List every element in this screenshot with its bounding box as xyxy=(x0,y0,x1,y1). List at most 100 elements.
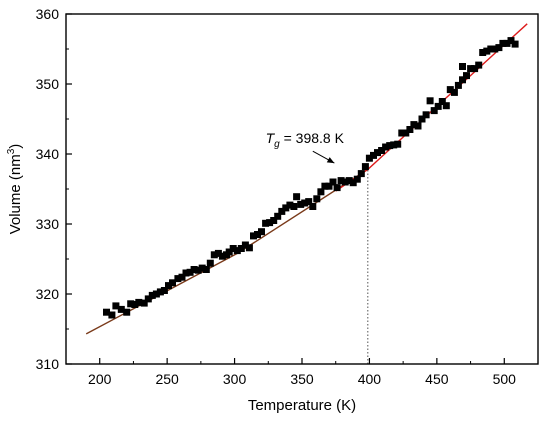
data-point xyxy=(103,308,110,316)
data-point xyxy=(274,212,282,220)
x-tick-label-500: 500 xyxy=(493,371,517,387)
data-point xyxy=(454,81,462,89)
tg-annotation-group: Tg = 398.8 K xyxy=(266,130,345,164)
data-point xyxy=(337,177,345,185)
y-tick-label-340: 340 xyxy=(36,146,60,162)
data-point xyxy=(446,86,454,94)
data-point xyxy=(414,122,422,130)
data-point xyxy=(402,129,410,137)
data-point xyxy=(434,102,442,110)
y-axis-title-close: ) xyxy=(7,144,24,149)
data-point xyxy=(382,143,390,151)
data-point xyxy=(325,182,333,190)
data-point xyxy=(245,244,253,252)
data-point xyxy=(165,282,172,290)
data-point xyxy=(202,266,210,273)
x-tick-label-450: 450 xyxy=(425,371,449,387)
data-point xyxy=(135,298,143,306)
data-point xyxy=(301,199,309,207)
data-point xyxy=(467,65,475,73)
data-point xyxy=(169,279,176,287)
fit-lines xyxy=(85,23,528,335)
data-point xyxy=(349,179,357,187)
data-point xyxy=(131,301,139,308)
data-point xyxy=(210,251,218,259)
data-point xyxy=(206,259,214,267)
data-point xyxy=(160,287,168,294)
data-point xyxy=(309,203,317,210)
data-point xyxy=(198,264,206,272)
data-point xyxy=(487,45,495,53)
data-point xyxy=(398,129,406,137)
y-tick-label-320: 320 xyxy=(36,286,60,302)
data-point xyxy=(262,219,270,227)
data-point xyxy=(286,201,294,209)
data-point xyxy=(491,45,499,53)
data-point xyxy=(357,170,365,178)
data-point xyxy=(241,241,249,249)
data-point xyxy=(174,275,182,283)
data-point xyxy=(471,65,479,73)
data-point xyxy=(463,72,470,80)
data-point xyxy=(313,195,321,203)
data-point xyxy=(459,63,466,70)
data-point xyxy=(374,149,381,157)
data-point xyxy=(353,175,361,183)
axis-ticks xyxy=(66,13,505,365)
data-points xyxy=(103,37,519,319)
data-point xyxy=(282,204,290,212)
tick-labels: 200 250 300 350 400 450 500 310 320 330 340 350 360 xyxy=(36,6,517,387)
data-point xyxy=(390,141,398,149)
data-point xyxy=(278,207,286,215)
data-point xyxy=(156,288,164,296)
data-point xyxy=(503,39,511,47)
data-point xyxy=(422,111,430,119)
data-point xyxy=(418,115,426,123)
data-point xyxy=(345,177,353,185)
tg-subscript: g xyxy=(274,139,280,150)
data-point xyxy=(361,163,369,171)
data-point xyxy=(406,126,414,133)
data-point xyxy=(117,305,125,313)
data-point xyxy=(297,200,305,208)
data-point xyxy=(430,107,438,115)
data-point xyxy=(140,299,148,307)
y-tick-label-350: 350 xyxy=(36,76,60,92)
data-point xyxy=(495,44,503,52)
data-point xyxy=(266,219,274,227)
data-point xyxy=(365,154,373,162)
data-point xyxy=(511,40,519,48)
x-tick-label-300: 300 xyxy=(223,371,247,387)
data-point xyxy=(123,308,131,316)
data-point xyxy=(386,142,394,150)
data-point xyxy=(394,140,402,148)
data-point xyxy=(194,266,202,274)
plot-frame xyxy=(65,13,539,365)
data-point xyxy=(182,269,190,277)
data-point xyxy=(108,311,116,319)
x-tick-label-250: 250 xyxy=(155,371,179,387)
data-point xyxy=(483,47,491,55)
data-point xyxy=(186,268,194,276)
data-point xyxy=(450,88,458,96)
y-axis-title-base: Volume (nm xyxy=(7,154,24,234)
y-tick-label-360: 360 xyxy=(36,6,60,22)
data-point xyxy=(127,300,135,308)
data-point xyxy=(214,249,222,257)
data-point xyxy=(438,98,446,105)
x-axis-title: Temperature (K) xyxy=(248,397,356,414)
x-tick-label-200: 200 xyxy=(88,371,112,387)
data-point xyxy=(378,147,386,154)
y-axis-title: Volume (nm3) xyxy=(6,144,24,235)
data-point xyxy=(479,49,487,56)
data-point xyxy=(426,97,434,105)
tg-symbol: T xyxy=(266,130,276,146)
data-point xyxy=(148,291,156,299)
data-point xyxy=(333,184,341,192)
data-point xyxy=(341,178,349,186)
data-point xyxy=(321,182,329,190)
data-point xyxy=(410,121,418,129)
tg-annotation: Tg = 398.8 K xyxy=(266,130,345,150)
data-point xyxy=(459,76,466,84)
